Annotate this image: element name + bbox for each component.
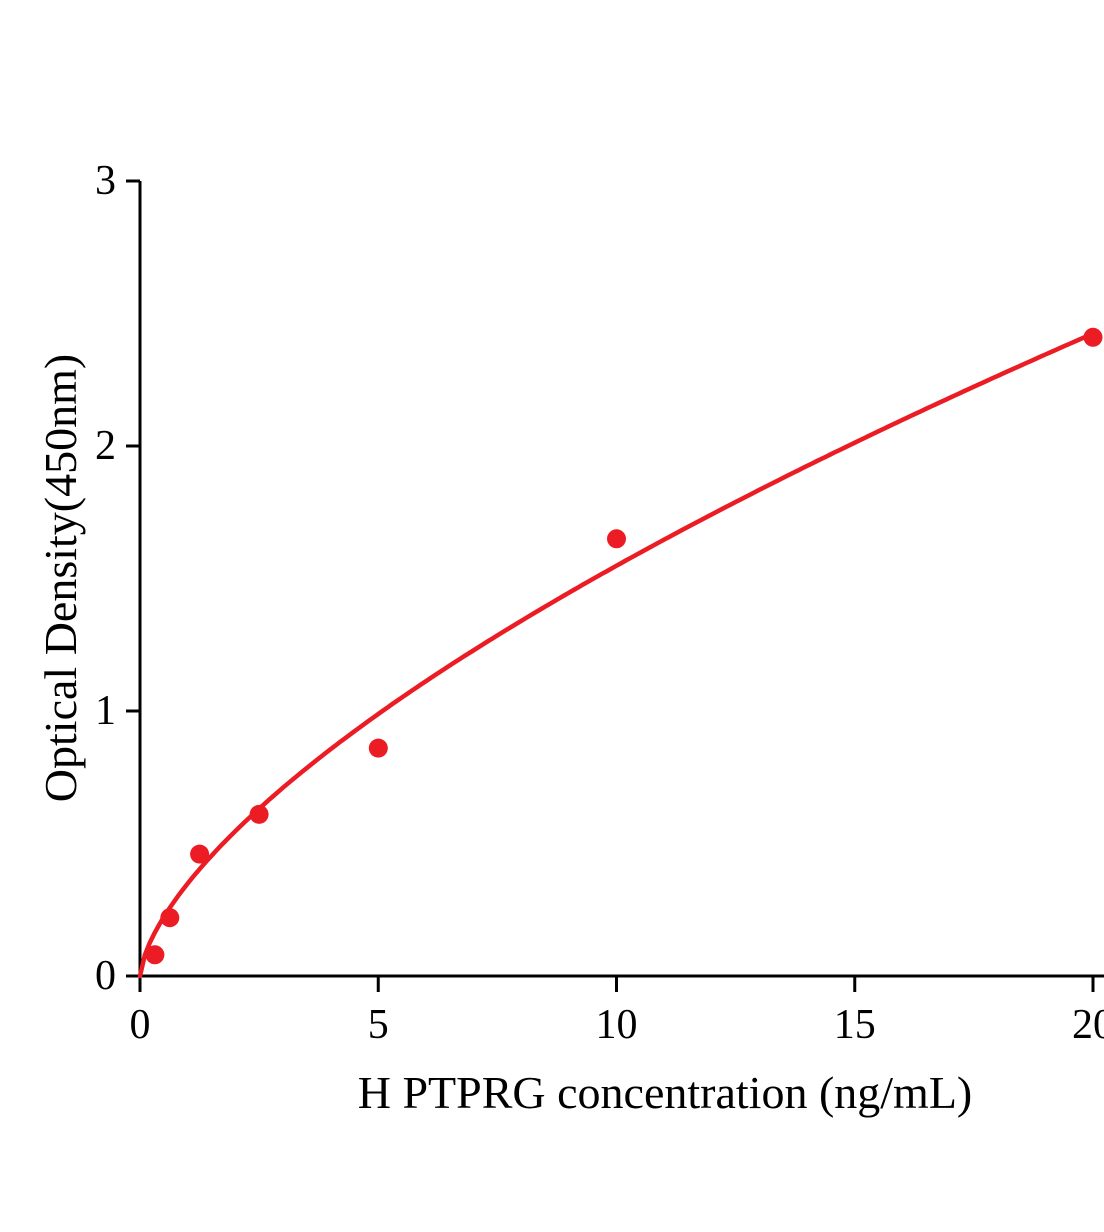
x-tick-label: 20 [1072,1002,1104,1048]
elisa-standard-curve-figure: 0 1 2 3 0 5 10 15 20 H PTPRG concentration (ng/m… [40,16,1104,1216]
x-axis-title: H PTPRG concentration (ng/mL) [358,1067,973,1118]
y-tick-label: 3 [95,158,116,204]
fit-curve [137,331,1096,979]
data-point [1083,327,1103,347]
data-point [249,804,269,824]
data-point [160,908,180,928]
data-point [145,945,165,965]
data-point [368,738,388,758]
x-tick-label: 5 [368,1002,389,1048]
x-tick-label: 0 [130,1002,151,1048]
y-tick-label: 2 [95,423,116,469]
data-point [607,529,626,549]
plot-area: 0 1 2 3 0 5 10 15 20 [95,158,1104,1048]
x-tick-label: 15 [834,1002,876,1048]
y-axis-title: Optical Density(450nm) [40,354,86,802]
chart-svg: 0 1 2 3 0 5 10 15 20 H PTPRG concentration (ng/m… [40,158,1104,1118]
y-tick-label: 1 [95,688,116,734]
axes-line [138,181,1104,978]
x-tick-label: 10 [596,1002,638,1048]
data-point [190,844,210,864]
y-tick-label: 0 [95,953,116,999]
